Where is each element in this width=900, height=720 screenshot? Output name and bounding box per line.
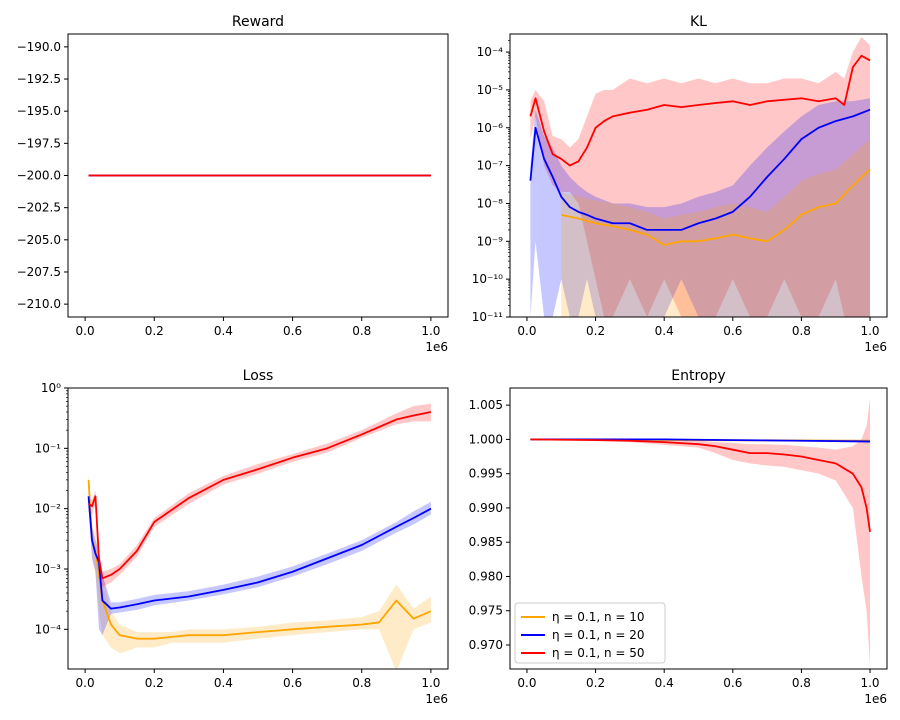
x-tick-label: 0.2 [586,324,605,338]
y-tick-label: 10⁻⁵ [477,83,504,97]
series-band [88,472,431,669]
panel-title-kl: KL [690,14,707,30]
series-line [88,411,432,580]
series-line [561,168,871,246]
x-tick-label: 0.6 [283,676,302,690]
series-line [530,438,871,533]
x-tick-label: 0.8 [352,324,371,338]
panel-entropy: Entropy 0.0 0.2 0.4 0.6 0.8 1.0 1e6 1.005 1.000 0… [469,368,888,706]
y-tick-label: 0.975 [469,604,503,618]
x-tick-label: 0.4 [214,676,233,690]
y-tick-label: 0.985 [469,535,503,549]
x-tick-label: 0.0 [517,676,536,690]
y-tick-label: 0.980 [469,569,503,583]
x-tick-label: 0.2 [586,676,605,690]
legend-label: η = 0.1, n = 20 [552,628,645,642]
y-tick-label: 0.990 [469,501,503,515]
x-tick-label: 0.8 [352,676,371,690]
y-tick-label: 10⁻⁴ [477,45,504,59]
panel-title-reward: Reward [232,14,284,30]
series-band [530,398,871,666]
y-tick-label: 0.995 [469,467,503,481]
y-tick-label: −210.0 [17,297,61,311]
series-band [530,37,871,317]
x-tick-label: 0.4 [214,324,233,338]
y-tick-label: −190.0 [17,40,61,54]
series-line [529,54,871,167]
x-tick-label: 1.0 [421,676,440,690]
legend: η = 0.1, n = 10 η = 0.1, n = 20 η = 0.1,… [514,602,666,664]
x-tick-label: 0.4 [655,324,674,338]
series-line [87,496,432,610]
plot-area [530,398,871,666]
legend-entry: η = 0.1, n = 20 [521,628,645,642]
x-tick-label: 0.4 [655,676,674,690]
y-tick-label: 10⁻¹¹ [472,310,503,324]
y-tick-label: 10⁻³ [35,562,62,576]
series-band [561,139,871,317]
legend-label: η = 0.1, n = 10 [552,610,645,624]
x-multiplier-label: 1e6 [425,340,448,354]
y-tick-label: 10⁻⁹ [477,234,504,248]
x-tick-label: 0.6 [723,676,742,690]
y-tick-label: 10⁻¹⁰ [472,272,503,286]
y-tick-label: 10⁻⁶ [477,121,504,135]
x-tick-label: 0.2 [145,324,164,338]
x-multiplier-label: 1e6 [864,692,887,706]
legend-label: η = 0.1, n = 50 [552,646,645,660]
y-tick-label: 1.005 [469,398,503,412]
y-tick-label: −200.0 [17,169,61,183]
y-tick-label: −195.0 [17,104,61,118]
legend-box [514,602,666,664]
plot-area [87,403,432,669]
x-multiplier-label: 1e6 [425,692,448,706]
x-tick-label: 1.0 [421,324,440,338]
x-tick-label: 0.0 [76,324,95,338]
axes-frame [509,387,888,670]
y-tick-label: −192.5 [17,72,61,86]
series-band [88,403,431,588]
x-tick-label: 0.0 [517,324,536,338]
plot-area [529,37,871,317]
panel-title-loss: Loss [243,368,274,384]
x-tick-label: 0.8 [792,324,811,338]
axes-frame [509,33,888,318]
x-tick-label: 1.0 [860,676,879,690]
axes-frame [67,387,449,670]
y-tick-label: −202.5 [17,201,61,215]
y-tick-label: 1.000 [469,432,503,446]
y-tick-label: −207.5 [17,265,61,279]
x-tick-label: 0.0 [76,676,95,690]
series-line [87,479,432,640]
x-multiplier-label: 1e6 [864,340,887,354]
y-tick-label: 10⁻⁸ [477,196,504,210]
series-line [529,108,871,231]
y-tick-label: 10⁻² [35,502,62,516]
panel-reward: Reward 0.0 0.2 0.4 0.6 0.8 1.0 1e6 −190.0 −192.5… [17,14,449,354]
legend-entry: η = 0.1, n = 10 [521,610,645,624]
y-tick-label: −197.5 [17,136,61,150]
panel-kl: KL 0.0 0.2 0.4 0.6 0.8 1.0 1e6 10⁻¹¹ 10⁻¹⁰ 10⁻⁹ 10… [472,14,888,354]
x-tick-label: 0.8 [792,676,811,690]
panel-loss: Loss 0.0 0.2 0.4 0.6 0.8 1.0 1e6 10⁻⁴ 10⁻³ 10⁻² 10… [35,368,449,706]
y-tick-label: 0.970 [469,638,503,652]
y-tick-label: 10⁻⁷ [477,159,504,173]
series-band [530,98,871,317]
y-tick-label: 10⁻⁴ [35,622,62,636]
legend-entry: η = 0.1, n = 50 [521,646,645,660]
x-tick-label: 1.0 [860,324,879,338]
panel-title-entropy: Entropy [671,368,725,384]
y-tick-label: 10⁻¹ [35,441,62,455]
x-tick-label: 0.6 [723,324,742,338]
y-tick-label: 10⁰ [41,381,61,395]
y-tick-label: −205.0 [17,233,61,247]
x-tick-label: 0.2 [145,676,164,690]
x-tick-label: 0.6 [283,324,302,338]
